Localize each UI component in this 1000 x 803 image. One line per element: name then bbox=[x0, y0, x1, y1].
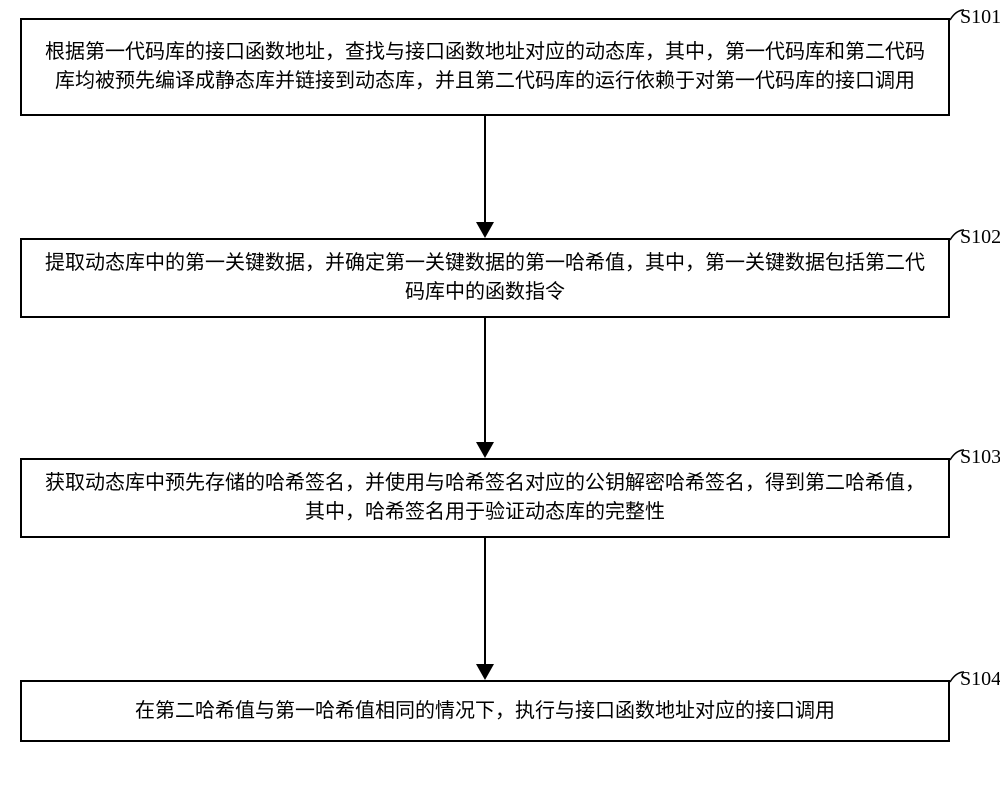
arrow-head-icon bbox=[476, 664, 494, 680]
step-label-s104: S104 bbox=[960, 668, 1000, 691]
arrow-s101-s102 bbox=[484, 116, 486, 222]
step-box-s101: 根据第一代码库的接口函数地址，查找与接口函数地址对应的动态库，其中，第一代码库和… bbox=[20, 18, 950, 116]
leader-s102 bbox=[948, 228, 966, 242]
flowchart-canvas: 根据第一代码库的接口函数地址，查找与接口函数地址对应的动态库，其中，第一代码库和… bbox=[0, 0, 1000, 803]
step-label-s101: S101 bbox=[960, 6, 1000, 29]
arrow-head-icon bbox=[476, 442, 494, 458]
arrow-s103-s104 bbox=[484, 538, 486, 664]
step-label-s102: S102 bbox=[960, 226, 1000, 249]
step-text: 在第二哈希值与第一哈希值相同的情况下，执行与接口函数地址对应的接口调用 bbox=[135, 697, 835, 726]
step-box-s103: 获取动态库中预先存储的哈希签名，并使用与哈希签名对应的公钥解密哈希签名，得到第二… bbox=[20, 458, 950, 538]
step-label-s103: S103 bbox=[960, 446, 1000, 469]
leader-s104 bbox=[948, 670, 966, 684]
step-text: 获取动态库中预先存储的哈希签名，并使用与哈希签名对应的公钥解密哈希签名，得到第二… bbox=[40, 469, 930, 527]
step-text: 根据第一代码库的接口函数地址，查找与接口函数地址对应的动态库，其中，第一代码库和… bbox=[40, 38, 930, 96]
arrow-head-icon bbox=[476, 222, 494, 238]
arrow-s102-s103 bbox=[484, 318, 486, 442]
leader-s103 bbox=[948, 448, 966, 462]
step-box-s102: 提取动态库中的第一关键数据，并确定第一关键数据的第一哈希值，其中，第一关键数据包… bbox=[20, 238, 950, 318]
step-box-s104: 在第二哈希值与第一哈希值相同的情况下，执行与接口函数地址对应的接口调用 bbox=[20, 680, 950, 742]
step-text: 提取动态库中的第一关键数据，并确定第一关键数据的第一哈希值，其中，第一关键数据包… bbox=[40, 249, 930, 307]
leader-s101 bbox=[948, 8, 966, 22]
